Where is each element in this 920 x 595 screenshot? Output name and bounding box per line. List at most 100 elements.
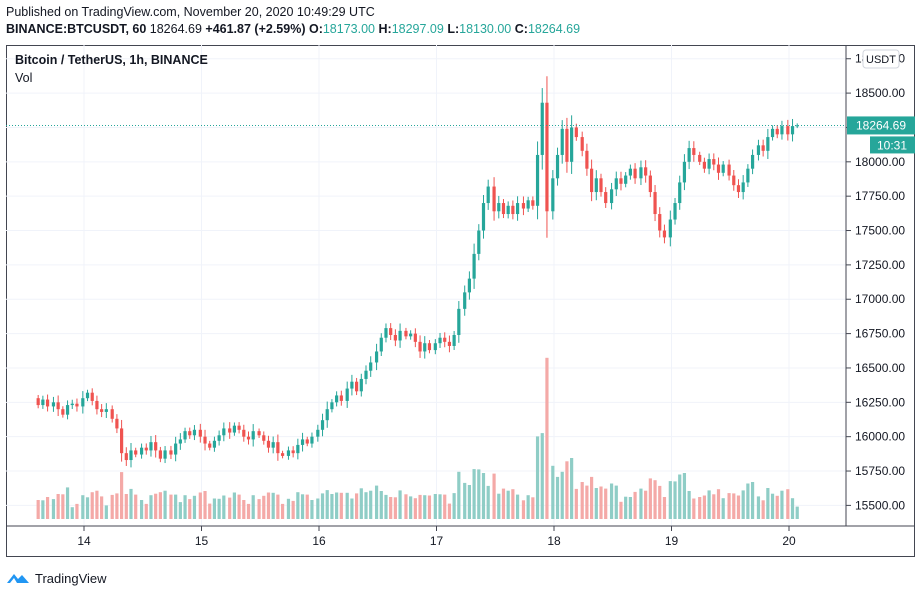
volume-bar: [614, 485, 618, 519]
candle-body: [545, 102, 549, 212]
candle-body: [364, 370, 368, 379]
candle-body: [345, 388, 349, 401]
volume-bar: [178, 502, 182, 519]
volume-bar: [70, 507, 74, 519]
candle-body: [398, 330, 402, 341]
candle-body: [766, 137, 770, 151]
price-tick-label: 15500.00: [855, 498, 905, 512]
volume-bar: [531, 497, 535, 519]
candle-body: [310, 436, 314, 444]
candle-body: [477, 230, 481, 254]
candle-body: [418, 341, 422, 352]
volume-bar: [110, 494, 114, 519]
candle-body: [320, 420, 325, 430]
volume-bar: [355, 493, 359, 519]
candle-body: [192, 429, 197, 436]
price-tick-label: 16750.00: [855, 327, 905, 341]
candle-body: [604, 192, 608, 204]
volume-bar: [673, 481, 677, 519]
volume-bar: [409, 496, 413, 519]
candle-body: [599, 178, 603, 193]
candle-body: [296, 444, 300, 454]
open-value: 18173.00: [322, 22, 375, 36]
volume-bar: [653, 480, 657, 519]
price-tick-label: 17250.00: [855, 258, 905, 272]
currency-button[interactable]: USDT: [862, 49, 900, 69]
candle-body: [427, 343, 432, 351]
last-price-tag-text: 18264.69: [856, 118, 906, 132]
volume-bar: [463, 482, 467, 519]
candle-body: [452, 334, 456, 346]
volume-bar: [266, 492, 271, 519]
volume-bar: [443, 494, 447, 519]
candle-body: [300, 439, 305, 445]
candle-body: [134, 450, 138, 455]
volume-bar: [271, 492, 275, 519]
candle-body: [580, 137, 584, 151]
candle-body: [486, 186, 490, 204]
volume-bar: [501, 488, 506, 519]
candle-body: [374, 351, 379, 363]
candle-body: [609, 189, 614, 204]
volume-bar: [369, 490, 373, 519]
time-tick-label: 17: [430, 534, 444, 548]
volume-bar: [609, 483, 614, 519]
candle-body: [761, 145, 765, 151]
volume-bar: [786, 489, 790, 519]
volume-bar: [339, 492, 343, 519]
volume-bar: [276, 494, 280, 519]
open-label: O:: [308, 22, 323, 36]
candle-body: [574, 127, 578, 138]
candle-body: [251, 431, 255, 440]
tradingview-footer[interactable]: TradingView: [6, 568, 107, 588]
time-tick-label: 14: [77, 534, 91, 548]
volume-bar: [619, 501, 623, 519]
candle-body: [770, 128, 775, 138]
price-chart[interactable]: 18750.0018500.0018250.0018000.0017750.00…: [6, 45, 915, 557]
volume-bar: [198, 492, 202, 519]
price-axis[interactable]: 18750.0018500.0018250.0018000.0017750.00…: [846, 52, 905, 513]
volume-bar: [678, 474, 682, 519]
volume-bar: [486, 485, 490, 519]
candle-body: [257, 431, 261, 436]
candle-body: [682, 161, 687, 183]
candle-body: [120, 428, 124, 454]
volume-bar: [775, 495, 779, 519]
footer-brand: TradingView: [35, 570, 107, 586]
volume-bar: [305, 494, 309, 519]
candle-body: [639, 167, 643, 179]
volume-bar: [104, 505, 108, 519]
candle-body: [262, 435, 266, 441]
volume-bar: [65, 487, 70, 519]
volume-bar: [242, 500, 246, 519]
volume-bar: [154, 493, 158, 519]
candle-body: [389, 328, 393, 335]
candle-body: [555, 154, 560, 179]
chart-legend-title: Bitcoin / TetherUS, 1h, BINANCE: [15, 53, 208, 67]
volume-bar: [36, 500, 40, 519]
volume-bar: [51, 499, 56, 519]
tradingview-logo-icon: [7, 574, 29, 583]
time-axis[interactable]: 14 15 16 17 18 19 20: [77, 526, 796, 548]
high-label: H:: [378, 22, 392, 36]
candle-body: [497, 203, 501, 212]
volume-bar: [359, 488, 363, 519]
volume-bar: [682, 473, 687, 519]
volume-bar: [81, 495, 85, 519]
candle-body: [658, 214, 662, 231]
volume-bar: [438, 494, 442, 519]
candle-body: [721, 164, 725, 173]
volume-bar: [56, 494, 60, 519]
candle-body: [286, 450, 291, 456]
volume-bar: [599, 486, 603, 519]
volume-bar: [477, 469, 481, 519]
candle-body: [467, 278, 471, 293]
candle-body: [163, 450, 167, 459]
volume-bar: [192, 495, 197, 519]
volume-bar: [727, 493, 731, 519]
volume-bar: [639, 488, 643, 519]
volume-bar: [325, 490, 329, 519]
volume-bar: [222, 495, 226, 519]
candle-body: [325, 409, 329, 421]
candle-body: [198, 429, 202, 437]
